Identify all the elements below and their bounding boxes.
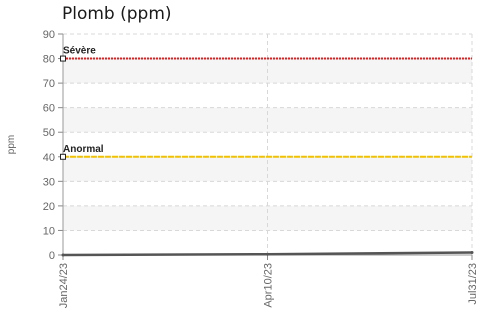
- y-axis-label: ppm: [6, 135, 17, 154]
- threshold-marker: [60, 153, 66, 160]
- x-tick-label: Jan24/23: [58, 263, 70, 308]
- y-tick-label: 80: [43, 54, 55, 66]
- data-point: [266, 252, 269, 256]
- y-tick-label: 0: [49, 250, 55, 262]
- x-tick-label: Apr10/23: [263, 263, 275, 308]
- y-tick-label: 40: [43, 152, 55, 164]
- threshold-lines: Sévère Anormal: [60, 46, 472, 160]
- threshold-label: Sévère: [63, 46, 96, 57]
- y-tick-label: 20: [43, 201, 55, 213]
- data-point: [470, 251, 474, 255]
- y-tick-label: 30: [43, 176, 55, 188]
- threshold-marker: [60, 55, 66, 62]
- y-tick-label: 70: [43, 78, 55, 90]
- tick-labels: 0 10 20 30 40 50 60 70 80 90 Jan24/23 Apr10/23 Jul31…: [6, 29, 479, 308]
- chart-title: Plomb (ppm): [62, 4, 172, 24]
- y-tick-label: 60: [43, 103, 55, 115]
- y-tick-label: 10: [43, 225, 55, 237]
- y-tick-label: 50: [43, 127, 55, 139]
- x-tick-label: Jul31/23: [467, 263, 479, 305]
- y-tick-label: 90: [43, 29, 55, 41]
- threshold-label: Anormal: [63, 144, 104, 155]
- data-series: [61, 251, 474, 257]
- data-point: [61, 253, 65, 257]
